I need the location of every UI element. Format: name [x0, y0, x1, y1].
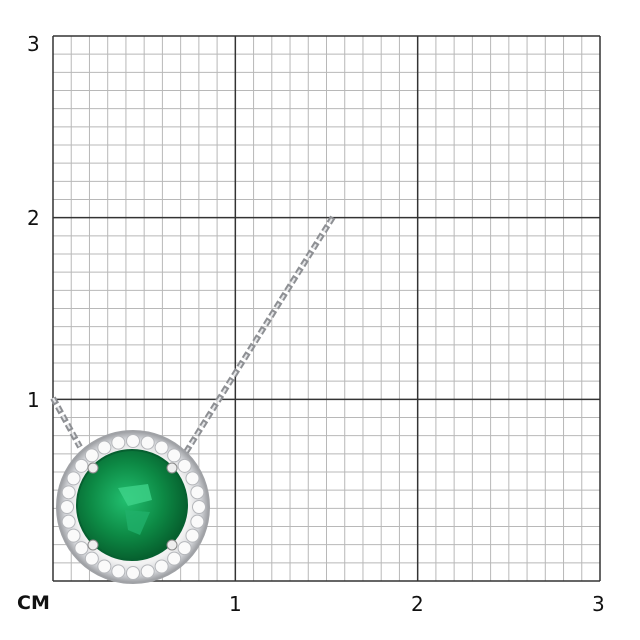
halo-diamond [66, 528, 81, 543]
halo-diamond [61, 514, 76, 529]
prong [87, 462, 99, 474]
halo-diamond [154, 559, 169, 574]
halo-diamond [154, 440, 169, 455]
halo-diamond [167, 448, 182, 463]
chain-right-inner [185, 216, 334, 453]
halo-diamond [66, 471, 81, 486]
y-tick-label: 1 [27, 388, 40, 412]
unit-label: CM [17, 592, 50, 614]
x-tick-label: 1 [229, 592, 242, 616]
halo-diamond [177, 541, 192, 556]
chain-left-inner [52, 397, 81, 448]
halo-diamond [190, 514, 205, 529]
prong [166, 462, 178, 474]
halo-diamond [140, 435, 155, 450]
halo-diamond [84, 448, 99, 463]
halo-diamond [74, 541, 89, 556]
halo-diamond [97, 440, 112, 455]
y-tick-label: 3 [27, 32, 40, 56]
halo-diamond [111, 564, 126, 579]
pendant-image [50, 215, 336, 584]
halo-diamond [140, 564, 155, 579]
halo-diamond [97, 559, 112, 574]
halo-diamond [185, 471, 200, 486]
halo-diamond [126, 434, 140, 448]
halo-diamond [126, 566, 140, 580]
halo-diamond [190, 485, 205, 500]
halo-diamond [177, 458, 192, 473]
x-tick-label: 2 [411, 592, 424, 616]
x-tick-label: 3 [592, 592, 605, 616]
halo-diamonds [60, 434, 206, 580]
halo-diamond [84, 551, 99, 566]
prong [166, 539, 178, 551]
halo-diamond [111, 435, 126, 450]
y-tick-label: 2 [27, 206, 40, 230]
halo-diamond [74, 458, 89, 473]
emerald-facet [125, 510, 150, 535]
halo-diamond [60, 500, 74, 514]
minor-grid [53, 36, 600, 581]
prong [87, 539, 99, 551]
emerald-facet [118, 484, 152, 506]
halo-diamond [167, 551, 182, 566]
halo-diamond [185, 528, 200, 543]
halo-diamond [61, 485, 76, 500]
chain-left [50, 396, 83, 449]
halo-diamond [192, 500, 206, 514]
